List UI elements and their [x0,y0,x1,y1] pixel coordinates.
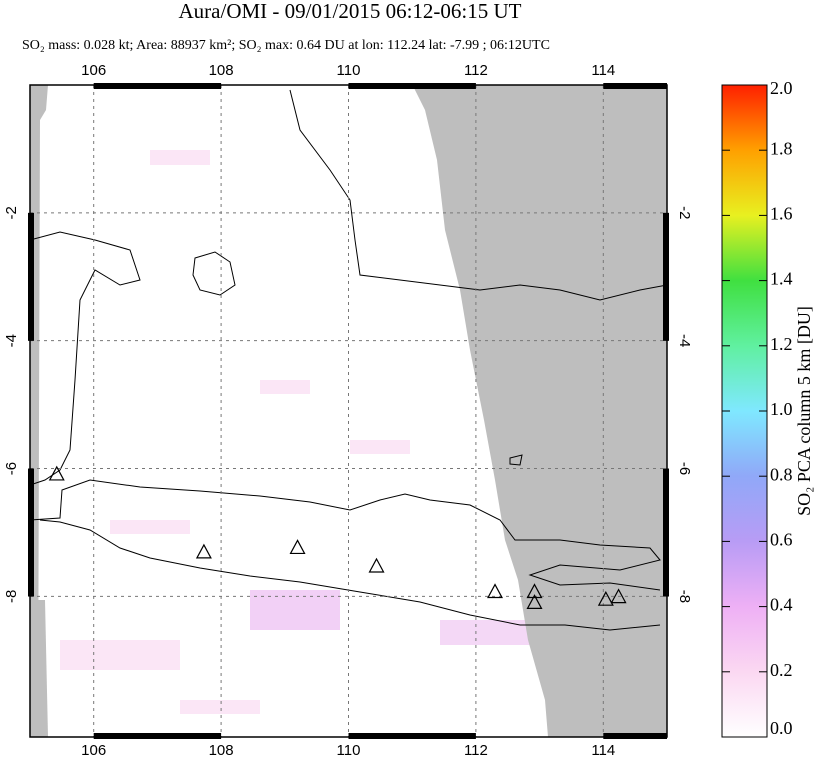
lon-tick-label: 106 [81,62,106,79]
colorbar-tick-label: 1.0 [770,399,793,419]
volcano [289,539,306,555]
border-bar [93,83,222,89]
coastlines [30,89,667,631]
lat-tick-label: -2 [676,206,693,219]
colorbar-tick-label: 1.2 [770,334,793,354]
lat-tick-label: -6 [3,462,20,475]
lat-tick-label: -4 [3,334,20,347]
volcano [487,583,504,599]
colorbar-ticks: 0.0 0.2 0.4 0.6 0.8 1.0 1.2 1.4 1.6 1.8 2.0 [722,78,793,738]
volcano-markers [48,465,627,610]
lon-tick-label: 106 [81,742,106,759]
colorbar-tick-label: 0.2 [770,660,793,680]
volcano [526,583,543,599]
colorbar-tick-label: 0.6 [770,530,793,550]
lon-tick-label: 112 [464,742,488,759]
border-bar [663,212,669,341]
lat-tick-label: -6 [676,462,693,475]
border-bar [603,733,667,739]
no-data-region [30,600,48,737]
lon-tick-label: 114 [591,742,615,759]
volcano [368,557,385,573]
subtitle: SO₂ mass: 0.028 kt; Area: 88937 km²; SO₂… [22,38,550,53]
lon-tick-label: 114 [591,62,615,79]
volcano [597,590,614,606]
border-bar [603,83,667,89]
colorbar-tick-label: 0.4 [770,595,793,615]
lon-tick-label: 112 [464,62,488,79]
border-bar [348,733,476,739]
lon-tick-label: 110 [337,62,361,79]
border-bar [93,733,222,739]
border-bar [28,212,34,341]
volcano [48,465,65,481]
colorbar-tick-label: 1.8 [770,138,793,158]
lat-tick-label: -4 [676,334,693,347]
colorbar-tick-label: 0.8 [770,464,793,484]
lon-tick-label: 108 [209,742,234,759]
lon-tick-label: 108 [209,62,234,79]
colorbar-tick-label: 1.4 [770,269,793,289]
volcano [195,543,212,559]
volcano [526,594,543,610]
colorbar-tick-label: 0.0 [770,718,793,738]
border-bar [28,468,34,597]
volcano [610,588,627,604]
graticule [30,85,667,737]
border-bar [663,468,669,597]
lon-tick-label: 110 [337,742,361,759]
no-data-region [30,85,48,737]
border-bar [348,83,476,89]
colorbar-title: SO₂ PCA column 5 km [DU] [794,306,814,516]
lat-tick-label: -8 [676,590,693,603]
colorbar-tick-label: 1.6 [770,204,793,224]
map-border: 106 106 108 108 110 110 112 112 114 114 -2 -2 -4 -4 -6… [3,62,693,759]
lat-tick-label: -8 [3,590,20,603]
lat-tick-label: -2 [3,206,20,219]
title: Aura/OMI - 09/01/2015 06:12-06:15 UT [179,0,522,23]
colorbar-tick-label: 2.0 [770,78,793,98]
